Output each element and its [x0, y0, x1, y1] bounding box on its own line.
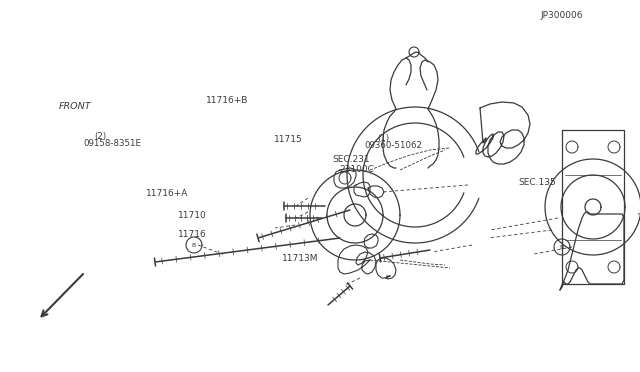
Text: 11716+A: 11716+A — [146, 189, 188, 198]
Text: 11710: 11710 — [178, 211, 207, 219]
Text: JP300006: JP300006 — [541, 11, 583, 20]
Text: 11713M: 11713M — [282, 254, 318, 263]
Text: 11716+B: 11716+B — [206, 96, 248, 105]
Text: SEC.135: SEC.135 — [518, 178, 556, 187]
Text: (1): (1) — [378, 134, 390, 143]
Text: 09158-8351E: 09158-8351E — [83, 139, 141, 148]
Text: 11716: 11716 — [178, 230, 207, 239]
Text: 11715: 11715 — [274, 135, 303, 144]
Text: SEC.231: SEC.231 — [333, 155, 371, 164]
Text: B: B — [560, 244, 564, 250]
Text: 09360-51062: 09360-51062 — [365, 141, 423, 150]
Text: B: B — [192, 243, 196, 247]
Text: 23100C: 23100C — [339, 165, 374, 174]
Text: (2): (2) — [95, 132, 107, 141]
Text: FRONT: FRONT — [59, 102, 92, 110]
